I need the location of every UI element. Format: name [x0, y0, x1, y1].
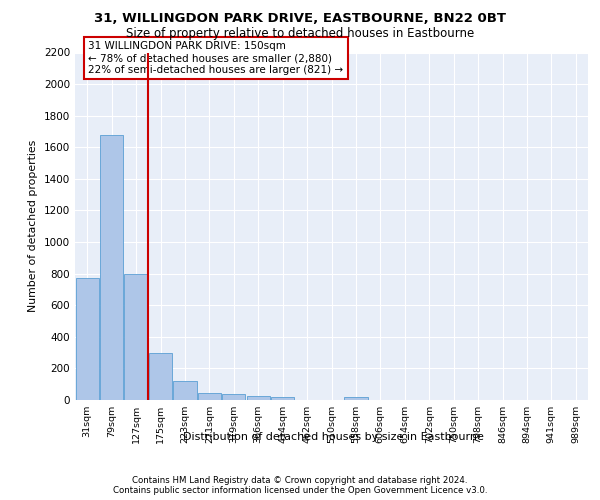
Text: Contains HM Land Registry data © Crown copyright and database right 2024.: Contains HM Land Registry data © Crown c…: [132, 476, 468, 485]
Text: Contains public sector information licensed under the Open Government Licence v3: Contains public sector information licen…: [113, 486, 487, 495]
Bar: [173, 381, 197, 400]
Bar: [149, 352, 172, 400]
Bar: [100, 134, 123, 400]
Y-axis label: Number of detached properties: Number of detached properties: [28, 140, 38, 312]
Bar: [198, 393, 221, 400]
Text: 31, WILLINGDON PARK DRIVE, EASTBOURNE, BN22 0BT: 31, WILLINGDON PARK DRIVE, EASTBOURNE, B…: [94, 12, 506, 26]
Bar: [76, 278, 99, 400]
Text: Size of property relative to detached houses in Eastbourne: Size of property relative to detached ho…: [126, 28, 474, 40]
Text: 31 WILLINGDON PARK DRIVE: 150sqm
← 78% of detached houses are smaller (2,880)
22: 31 WILLINGDON PARK DRIVE: 150sqm ← 78% o…: [88, 42, 344, 74]
Bar: [247, 396, 270, 400]
Bar: [271, 396, 294, 400]
Bar: [344, 396, 368, 400]
Bar: [222, 394, 245, 400]
Text: Distribution of detached houses by size in Eastbourne: Distribution of detached houses by size …: [182, 432, 484, 442]
Bar: [124, 274, 148, 400]
